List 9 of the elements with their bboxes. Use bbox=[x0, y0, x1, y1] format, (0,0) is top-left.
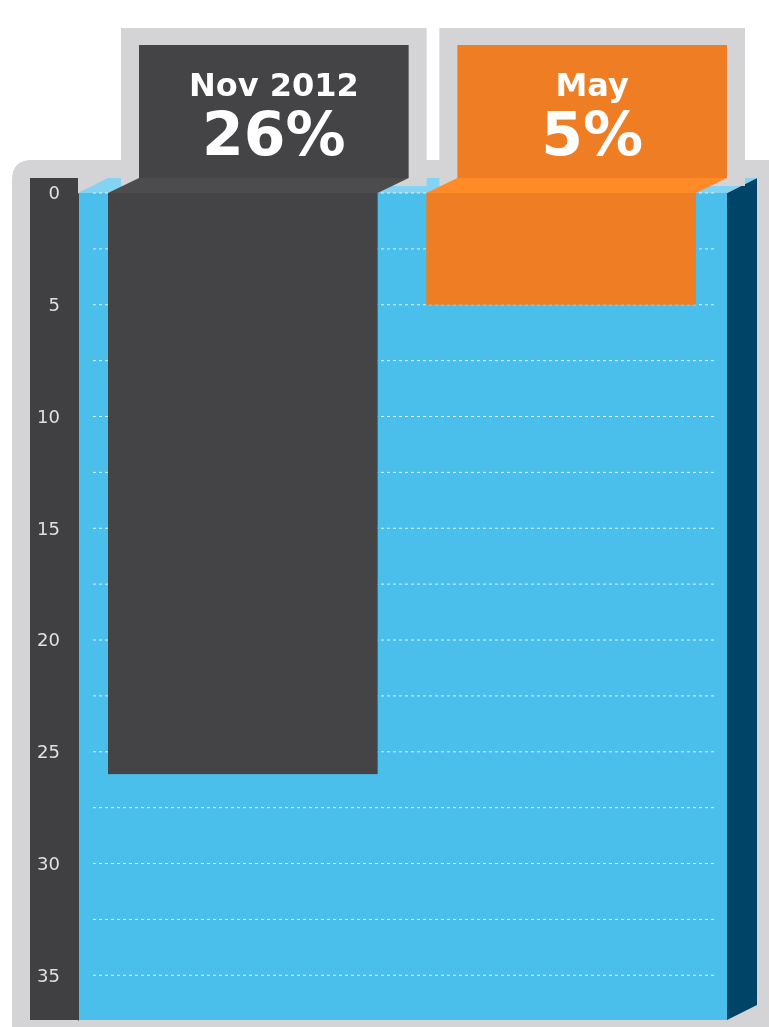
y-tick-label: 15 bbox=[37, 517, 60, 539]
y-tick-label: 5 bbox=[48, 294, 60, 316]
y-tick-label: 20 bbox=[37, 629, 60, 651]
y-tick-label: 0 bbox=[48, 182, 60, 204]
y-tick-label: 35 bbox=[37, 964, 60, 986]
y-tick-label: 25 bbox=[37, 741, 60, 763]
y-tick-label: 10 bbox=[37, 405, 60, 427]
y-tick-label: 30 bbox=[37, 852, 60, 874]
x-tick-label: May bbox=[555, 66, 629, 104]
